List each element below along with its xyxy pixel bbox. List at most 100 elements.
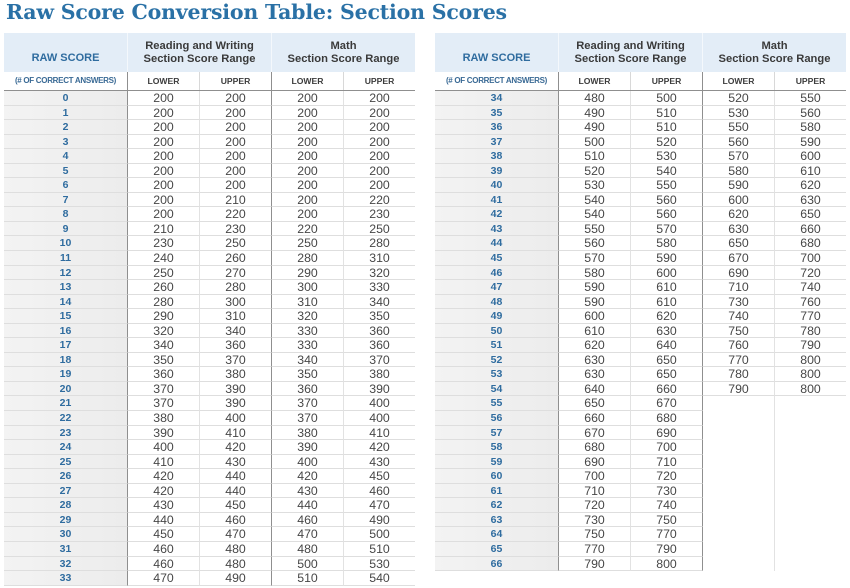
raw-score-cell: 66 [435,556,559,572]
rw-lower-cell: 590 [559,294,631,310]
table-row: 36 490 510 550 580 [435,120,846,135]
math-lower-cell: 200 [272,163,344,179]
raw-score-cell: 65 [435,541,559,557]
math-lower-cell: 370 [272,396,344,412]
math-upper-cell: 400 [344,411,415,426]
rw-lower-cell: 210 [128,221,200,237]
math-upper-cell [775,469,846,484]
table-row: 18 350 370 340 370 [4,352,415,368]
math-upper-cell: 470 [344,498,415,513]
rw-lower-subheader: LOWER [128,72,200,90]
rw-lower-cell: 340 [128,338,200,353]
table-row: 30 450 470 470 500 [4,527,415,542]
math-lower-cell: 590 [703,178,775,193]
math-upper-cell: 430 [344,455,415,470]
rw-lower-cell: 770 [559,541,631,557]
rw-lower-cell: 680 [559,440,631,455]
math-upper-cell [775,454,846,470]
raw-score-header: RAW SCORE [4,33,128,72]
math-lower-cell: 200 [272,178,344,193]
math-lower-cell [703,440,775,455]
math-lower-cell: 310 [272,294,344,310]
rw-lower-cell: 200 [128,178,200,193]
math-upper-cell: 350 [344,309,415,324]
rw-lower-cell: 580 [559,265,631,281]
table-row: 46 580 600 690 720 [435,265,846,281]
math-upper-cell: 320 [344,266,415,281]
rw-lower-cell: 380 [128,411,200,426]
table-row: 37 500 520 560 590 [435,134,846,150]
rw-lower-cell: 490 [559,105,631,121]
rw-upper-cell: 410 [200,425,272,441]
rw-upper-cell: 750 [631,512,703,528]
rw-lower-cell: 370 [128,381,200,397]
math-upper-cell: 650 [775,207,846,222]
math-lower-cell: 460 [272,512,344,528]
table-row: 53 630 650 780 800 [435,367,846,382]
raw-score-cell: 63 [435,512,559,528]
math-lower-cell [703,556,775,572]
raw-score-cell: 35 [435,105,559,121]
raw-score-cell: 1 [4,105,128,121]
rw-upper-cell: 790 [631,541,703,557]
math-upper-cell [775,527,846,542]
rw-upper-cell: 560 [631,207,703,222]
table-row: 32 460 480 500 530 [4,556,415,572]
raw-score-cell: 16 [4,323,128,339]
rw-upper-cell: 650 [631,352,703,368]
table-row: 51 620 640 760 790 [435,338,846,353]
raw-score-cell: 33 [4,571,128,586]
table-subheader-row: (# OF CORRECT ANSWERS) LOWER UPPER LOWER… [435,72,846,91]
rw-lower-cell: 280 [128,294,200,310]
rw-lower-cell: 540 [559,192,631,208]
math-lower-cell [703,454,775,470]
math-upper-cell [775,425,846,441]
math-lower-cell [703,396,775,412]
rw-upper-cell: 390 [200,396,272,412]
raw-score-cell: 21 [4,396,128,412]
rw-lower-cell: 670 [559,425,631,441]
math-lower-cell [703,527,775,542]
raw-score-cell: 43 [435,221,559,237]
raw-score-cell: 13 [4,280,128,295]
rw-upper-cell: 510 [631,120,703,135]
rw-lower-cell: 480 [559,91,631,106]
math-lower-cell [703,483,775,499]
math-lower-cell: 200 [272,120,344,135]
rw-lower-cell: 530 [559,178,631,193]
raw-score-cell: 34 [435,91,559,106]
math-upper-cell: 460 [344,484,415,499]
raw-score-cell: 9 [4,221,128,237]
rw-upper-cell: 580 [631,236,703,252]
rw-upper-cell: 800 [631,556,703,572]
rw-lower-cell: 370 [128,396,200,412]
math-upper-cell: 310 [344,251,415,266]
rw-upper-cell: 630 [631,323,703,339]
math-lower-cell: 300 [272,280,344,295]
rw-upper-cell: 310 [200,309,272,324]
table-row: 42 540 560 620 650 [435,207,846,222]
math-upper-cell: 660 [775,222,846,237]
raw-score-cell: 47 [435,280,559,295]
math-upper-cell [775,556,846,572]
math-lower-cell: 600 [703,192,775,208]
math-upper-cell: 450 [344,469,415,484]
raw-score-cell: 60 [435,469,559,484]
conversion-table-left: RAW SCORE Reading and Writing Section Sc… [4,33,415,586]
rw-upper-cell: 570 [631,221,703,237]
rw-upper-subheader: UPPER [200,72,272,90]
math-lower-cell: 510 [272,571,344,586]
rw-upper-cell: 440 [200,483,272,499]
rw-upper-cell: 510 [631,105,703,121]
raw-score-cell: 24 [4,440,128,455]
rw-upper-cell: 380 [200,367,272,382]
math-lower-cell: 200 [272,105,344,121]
rw-lower-cell: 510 [559,149,631,164]
rw-upper-cell: 720 [631,469,703,484]
table-row: 22 380 400 370 400 [4,411,415,426]
rw-lower-cell: 690 [559,454,631,470]
table-row: 9 210 230 220 250 [4,221,415,237]
math-lower-cell: 220 [272,221,344,237]
table-row: 52 630 650 770 800 [435,352,846,368]
raw-score-cell: 17 [4,338,128,353]
